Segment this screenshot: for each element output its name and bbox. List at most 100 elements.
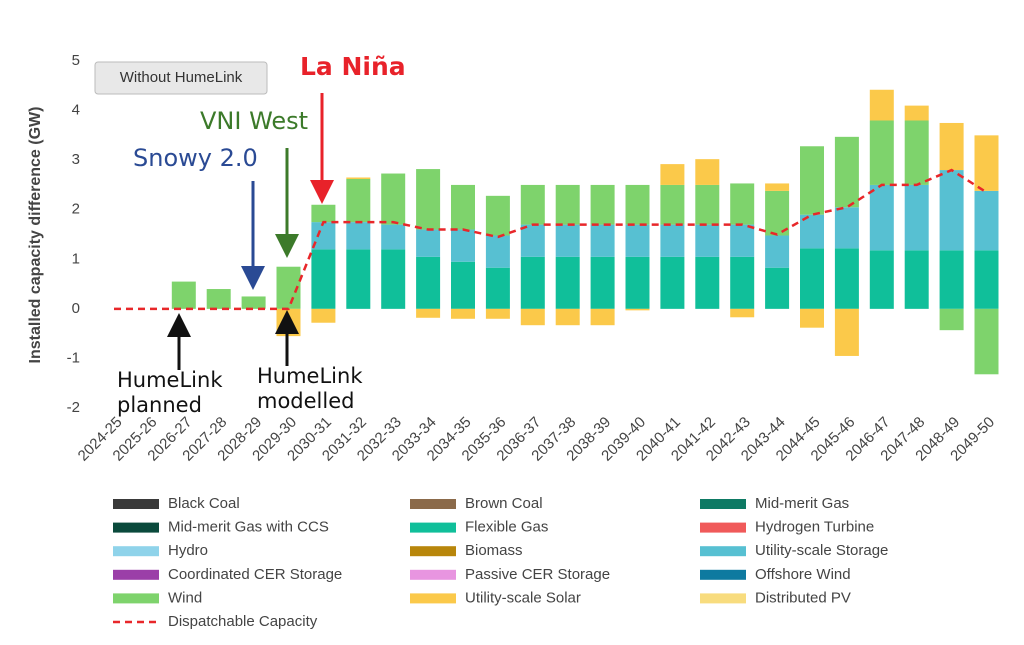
bar-segment [765, 190, 790, 236]
bar-segment [451, 308, 475, 319]
bar-segment [590, 308, 615, 326]
bar-segment [660, 256, 685, 309]
bar-segment [625, 308, 650, 311]
bar-segment [311, 249, 336, 309]
bar-segment [485, 235, 510, 268]
legend-label: Hydro [168, 542, 208, 559]
bar-segment [311, 308, 336, 323]
legend-swatch [700, 522, 746, 533]
bar-segment [939, 250, 964, 309]
bar-segment [206, 289, 231, 309]
bar-segment [974, 308, 999, 375]
annotation: Snowy 2.0 [133, 144, 258, 172]
bar-segment [869, 89, 894, 121]
bar-segment [765, 267, 790, 309]
y-tick-label: 0 [72, 300, 80, 317]
bar-segment [869, 250, 894, 309]
bar-segment [730, 308, 755, 318]
bar-segment [311, 204, 336, 223]
legend-swatch [113, 569, 159, 580]
legend-swatch [113, 546, 159, 557]
bar-segment [834, 308, 859, 356]
legend-swatch [410, 522, 456, 533]
button-label[interactable]: Without HumeLink [120, 69, 243, 86]
y-axis-title: Installed capacity difference (GW) [27, 107, 44, 364]
legend-label: Hydrogen Turbine [755, 519, 874, 536]
bar-segment [730, 183, 755, 225]
legend-label: Distributed PV [755, 589, 851, 606]
bar-segment [451, 261, 475, 309]
bar-segment [555, 224, 580, 257]
legend-label: Biomass [465, 542, 523, 559]
bar-segment [520, 184, 545, 225]
legend-swatch [700, 546, 746, 557]
bar-segment [939, 170, 964, 251]
bar-segment [625, 184, 650, 225]
y-tick-label: 4 [72, 102, 80, 119]
bar-segment [974, 250, 999, 309]
bar-segment [625, 256, 650, 309]
bar-segment [381, 249, 406, 309]
bar-segment [904, 184, 929, 251]
annotation: HumeLink planned [117, 368, 223, 418]
annotation: VNI West [200, 107, 309, 135]
y-tick-label: -2 [67, 399, 80, 416]
bar-segment [904, 120, 929, 185]
legend-label: Black Coal [168, 495, 240, 512]
dispatchable-line [114, 168, 988, 311]
bar-segment [904, 105, 929, 121]
bar-segment [695, 159, 720, 185]
legend-swatch [410, 569, 456, 580]
bar-segment [800, 308, 824, 328]
legend-swatch [700, 593, 746, 604]
bar-segment [974, 190, 999, 251]
bar-segment [939, 122, 964, 171]
legend-label: Utility-scale Storage [755, 542, 888, 559]
bar-segment [800, 248, 824, 309]
bar-segment [590, 256, 615, 309]
bar-segment [730, 224, 755, 257]
legend-swatch [410, 499, 456, 509]
annotation: HumeLink modelled [257, 364, 363, 414]
bar-segment [695, 224, 720, 257]
legend-swatch [113, 522, 159, 533]
legend-label: Utility-scale Solar [465, 589, 581, 606]
bar-segment [555, 256, 580, 309]
button[interactable] [94, 61, 268, 95]
bar-segment [869, 184, 894, 251]
legend-label: Flexible Gas [465, 519, 548, 536]
legend-swatch [113, 499, 159, 509]
bar-segment [730, 256, 755, 309]
bar-segment [939, 308, 964, 331]
y-tick-label: 2 [72, 201, 80, 218]
bar-segment [555, 184, 580, 225]
legend-label: Passive CER Storage [465, 566, 610, 583]
y-tick-label: 1 [72, 250, 80, 267]
bar-segment [485, 195, 510, 236]
bar-segment [660, 184, 685, 225]
bar-segment [485, 308, 510, 319]
bar-segment [346, 178, 371, 223]
legend-label: Mid-merit Gas [755, 495, 849, 512]
legend-swatch [700, 499, 746, 509]
bar-segment [625, 224, 650, 257]
bar-segment [765, 235, 790, 268]
bar-segment [346, 222, 371, 250]
bar-segment [869, 120, 894, 185]
bar-segment [520, 308, 545, 326]
bar-segment [416, 229, 441, 257]
bar-segment [416, 256, 441, 309]
bar-segment [381, 224, 406, 250]
bar-segment [451, 229, 475, 262]
bar-segment [520, 256, 545, 309]
bar-segment [695, 184, 720, 225]
bar-segment [346, 177, 371, 179]
bar-segment [485, 267, 510, 309]
bar-segment [904, 250, 929, 309]
bar-segment [241, 296, 266, 309]
bar-segment [695, 256, 720, 309]
bar-segment [974, 135, 999, 191]
bar-segment [381, 173, 406, 225]
